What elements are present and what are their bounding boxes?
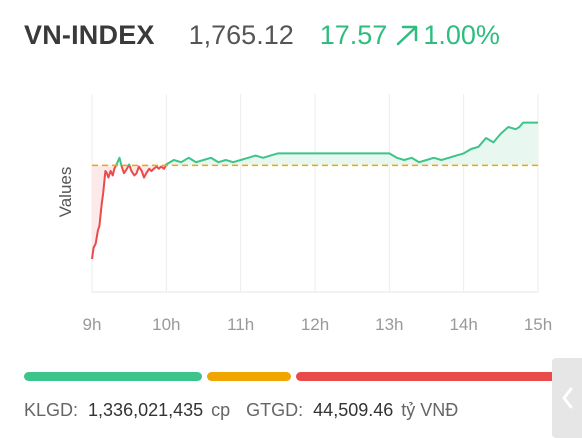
index-value: 1,765.12: [188, 20, 294, 50]
index-name: VN-INDEX: [24, 20, 155, 50]
klgd-value: 1,336,021,435: [88, 400, 204, 420]
trading-summary: KLGD: 1,336,021,435 cp GTGD: 44,509.46 tỷ VNĐ: [24, 400, 458, 421]
x-tick-14h: 14h: [449, 315, 477, 334]
volume-bar-up: [24, 372, 203, 381]
down-series-line-0: [91, 164, 117, 260]
chart-series-lines: [91, 121, 538, 260]
x-tick-13h: 13h: [375, 315, 403, 334]
down-fill-area-0: [92, 165, 116, 259]
up-series-line-5: [164, 121, 538, 166]
x-tick-12h: 12h: [301, 315, 329, 334]
gtgd-value: 44,509.46: [313, 400, 394, 420]
y-axis-label: Values: [56, 167, 75, 218]
down-series-line-4: [128, 164, 167, 179]
x-tick-15h: 15h: [524, 315, 552, 334]
x-tick-10h: 10h: [152, 315, 180, 334]
chart-grid: [91, 94, 539, 293]
trend-up-arrow-icon: [395, 24, 419, 46]
volume-bar-unchanged: [207, 372, 291, 381]
gtgd-label: GTGD:: [246, 400, 304, 420]
klgd-label: KLGD:: [24, 400, 79, 420]
up-series-line-3: [127, 163, 131, 166]
x-tick-11h: 11h: [227, 315, 254, 334]
chevron-left-icon: [562, 387, 573, 409]
intraday-line-chart: 9h 10h 11h 12h 13h 14h 15h Values: [56, 94, 553, 334]
klgd-unit: cp: [211, 400, 231, 420]
side-panel-toggle[interactable]: [552, 358, 582, 438]
index-header: VN-INDEX 1,765.12 17.57 1.00%: [24, 20, 500, 60]
change-value: 17.57: [319, 20, 388, 50]
x-tick-9h: 9h: [83, 315, 102, 334]
down-series-line-2: [120, 164, 130, 175]
change-percent: 1.00%: [423, 20, 500, 50]
x-axis-ticks: 9h 10h 11h 12h 13h 14h 15h: [83, 315, 553, 334]
volume-bar-down: [296, 372, 558, 381]
gtgd-unit: tỷ VNĐ: [401, 400, 459, 420]
